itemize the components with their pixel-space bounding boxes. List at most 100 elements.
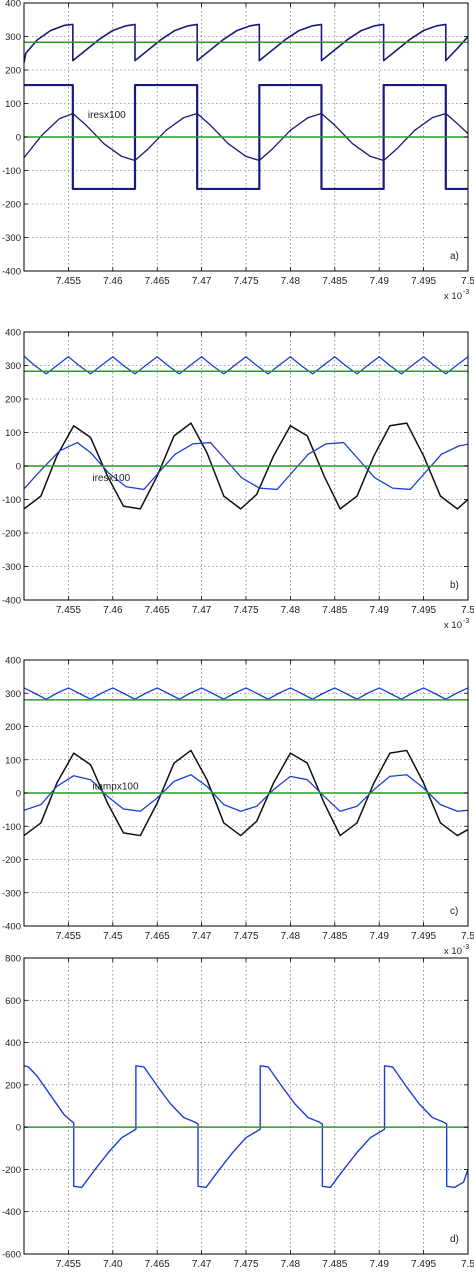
x-axis-multiplier-exponent: -3: [463, 289, 469, 296]
panel-label: a): [450, 251, 459, 262]
y-tick-label: -300: [2, 233, 21, 244]
y-tick-label: -100: [2, 166, 21, 177]
x-tick-label: 7.465: [145, 276, 170, 287]
x-tick-label: 7.5: [461, 276, 474, 287]
series-line-3: [24, 441, 468, 491]
x-tick-label: 7.49: [369, 1259, 389, 1270]
y-tick-label: 200: [5, 66, 21, 77]
series-line-3: [24, 112, 468, 162]
x-tick-label: 7.47: [192, 276, 212, 287]
x-tick-label: 7.49: [369, 276, 389, 287]
chart-panel-2: 7.455 7.46 7.465 7.47 7.475 7.48 7.485 7.49 7.49…: [2, 328, 474, 632]
y-tick-label: -100: [2, 495, 21, 506]
x-tick-label: 7.465: [145, 605, 170, 616]
x-tick-label: 7.495: [411, 931, 436, 942]
series-line-1: [24, 355, 468, 375]
y-tick-label: 300: [5, 689, 21, 700]
panel-label: d): [450, 1234, 459, 1245]
x-axis-multiplier: x 10: [444, 620, 462, 631]
y-tick-label: 200: [5, 395, 21, 406]
x-tick-label: 7.45: [103, 931, 123, 942]
y-tick-label: 0: [16, 1123, 21, 1134]
x-tick-label: 7.475: [233, 931, 258, 942]
x-tick-label: 7.40: [103, 1259, 123, 1270]
x-tick-label: 7.47: [192, 931, 212, 942]
y-tick-label: -400: [2, 1207, 21, 1218]
y-tick-label: 400: [5, 0, 21, 10]
y-tick-label: 300: [5, 361, 21, 372]
x-tick-label: 7.455: [56, 605, 81, 616]
y-tick-label: -300: [2, 562, 21, 573]
series-line-1: [24, 687, 468, 700]
panel-label: c): [450, 906, 458, 917]
x-tick-label: 7.465: [145, 1259, 170, 1270]
x-tick-label: 7.46: [103, 276, 123, 287]
x-tick-label: 7.475: [233, 1259, 258, 1270]
x-tick-label: 7.475: [233, 605, 258, 616]
y-tick-label: -200: [2, 529, 21, 540]
y-tick-label: 100: [5, 428, 21, 439]
y-tick-label: -200: [2, 1165, 21, 1176]
x-tick-label: 7.48: [281, 276, 301, 287]
x-tick-label: 7.495: [411, 605, 436, 616]
y-tick-label: -600: [2, 1250, 21, 1261]
x-tick-label: 7.455: [56, 276, 81, 287]
y-tick-label: -200: [2, 200, 21, 211]
x-tick-label: 7.48: [281, 605, 301, 616]
y-tick-label: 100: [5, 755, 21, 766]
y-tick-label: 800: [5, 954, 21, 965]
x-tick-label: 7.5: [461, 605, 474, 616]
x-tick-label: 7.5: [461, 931, 474, 942]
series-line-2: [24, 422, 468, 510]
series-line-1: [24, 1065, 468, 1189]
x-tick-label: 7.495: [411, 1259, 436, 1270]
y-tick-label: 100: [5, 99, 21, 110]
x-tick-label: 7.46: [103, 605, 123, 616]
x-tick-label: 7.455: [56, 1259, 81, 1270]
x-tick-label: 7.455: [56, 931, 81, 942]
y-tick-label: 200: [5, 722, 21, 733]
panel-label: b): [450, 580, 459, 591]
y-tick-label: -100: [2, 822, 21, 833]
y-tick-label: -400: [2, 596, 21, 607]
x-axis-multiplier-exponent: -3: [463, 944, 469, 951]
chart-panel-4: 7.455 7.40 7.465 7.47 7.475 7.48 7.485 7.49 7.49…: [2, 954, 474, 1271]
y-tick-label: -400: [2, 267, 21, 278]
x-tick-label: 7.475: [233, 276, 258, 287]
x-tick-label: 7.5: [461, 1259, 474, 1270]
y-tick-label: 300: [5, 32, 21, 43]
x-tick-label: 7.47: [192, 1259, 212, 1270]
x-tick-label: 7.49: [369, 931, 389, 942]
x-tick-label: 7.485: [322, 1259, 347, 1270]
y-tick-label: 400: [5, 1038, 21, 1049]
chart-panel-3: 7.455 7.45 7.465 7.47 7.475 7.48 7.485 7.49 7.49…: [2, 656, 474, 958]
x-tick-label: 7.485: [322, 276, 347, 287]
x-tick-label: 7.485: [322, 931, 347, 942]
y-tick-label: -200: [2, 855, 21, 866]
y-tick-label: 0: [16, 789, 21, 800]
x-tick-label: 7.49: [369, 605, 389, 616]
y-tick-label: 0: [16, 133, 21, 144]
x-tick-label: 7.485: [322, 605, 347, 616]
y-tick-label: 600: [5, 996, 21, 1007]
x-tick-label: 7.47: [192, 605, 212, 616]
series-line-2: [24, 749, 468, 837]
x-axis-multiplier: x 10: [444, 946, 462, 957]
y-tick-label: -400: [2, 922, 21, 933]
y-tick-label: 200: [5, 1080, 21, 1091]
x-tick-label: 7.495: [411, 276, 436, 287]
x-axis-multiplier: x 10: [444, 291, 462, 302]
x-axis-multiplier-exponent: -3: [463, 618, 469, 625]
y-tick-label: 400: [5, 328, 21, 339]
chart-panel-1: 7.455 7.46 7.465 7.47 7.475 7.48 7.485 7.49 7.49…: [2, 0, 474, 302]
x-tick-label: 7.48: [281, 1259, 301, 1270]
series-line-1: [24, 23, 468, 63]
x-tick-label: 7.48: [281, 931, 301, 942]
y-tick-label: 400: [5, 656, 21, 667]
x-tick-label: 7.465: [145, 931, 170, 942]
series-annotation: itampx100: [92, 782, 139, 793]
series-annotation: iresx100: [92, 473, 130, 484]
series-line-3: [24, 774, 468, 812]
series-annotation: iresx100: [88, 110, 126, 121]
